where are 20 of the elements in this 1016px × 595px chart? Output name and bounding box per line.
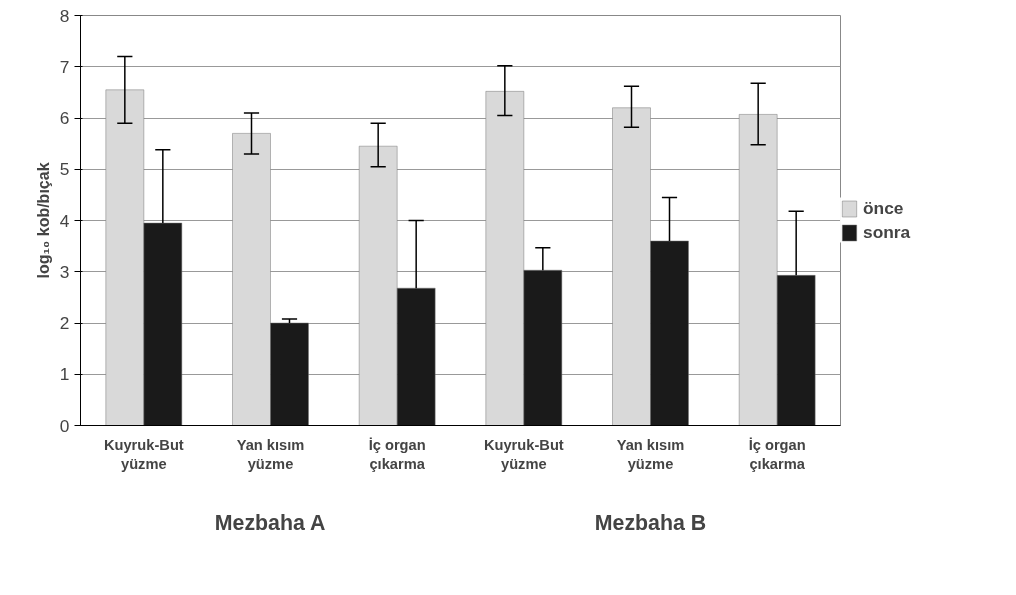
x-tick-label: Kuyruk-But yüzme (103, 436, 184, 472)
y-tick-label: 5 (59, 159, 70, 180)
text: Mezbaha A (214, 510, 326, 535)
y-tick-label: 1 (59, 364, 70, 385)
x-tick-label: Kuyruk-But yüzme (483, 436, 564, 472)
x-tick-label: İç organ çıkarma (748, 436, 806, 472)
x-tick-label: İç organ çıkarma (368, 436, 426, 472)
y-tick-label: 8 (59, 5, 70, 26)
text: Mezbaha B (594, 510, 707, 535)
y-tick-label: 0 (59, 415, 70, 436)
y-tick-label: 2 (59, 313, 70, 333)
y-tick-label: 4 (59, 210, 70, 231)
y-tick-label: 6 (59, 108, 70, 128)
legend-label: sonra (863, 221, 911, 243)
x-tick-label: Yan kısım yüzme (236, 436, 305, 472)
legend-label: önce (863, 197, 904, 219)
y-tick-label: 7 (59, 56, 70, 77)
y-axis-title: log₁₀ kob/bıçak (34, 162, 52, 279)
x-tick-label: Yan kısım yüzme (616, 436, 685, 472)
y-tick-label: 3 (59, 261, 70, 282)
